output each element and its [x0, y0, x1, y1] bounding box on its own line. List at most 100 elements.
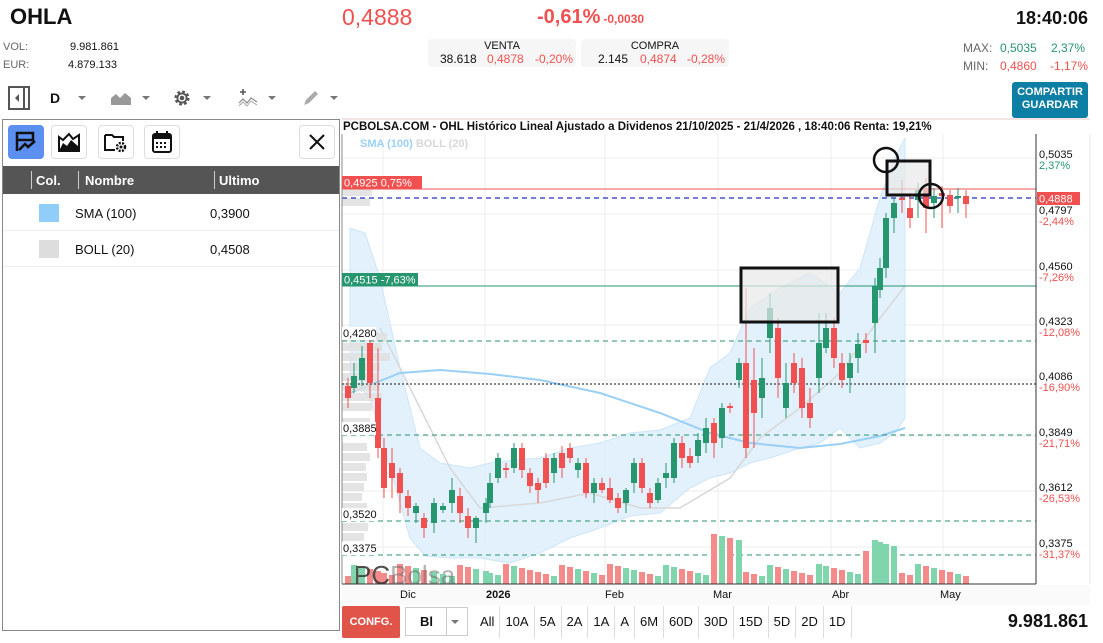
tab-calendar[interactable]: [144, 125, 180, 159]
max-pct: 2,37%: [1051, 41, 1086, 55]
change-pct: -0,61%: [537, 6, 601, 28]
svg-text:Dic: Dic: [400, 589, 416, 601]
compra-pct: -0,28%: [687, 52, 726, 66]
eur-label: EUR:: [3, 59, 30, 71]
svg-text:0,4280: 0,4280: [343, 328, 377, 340]
ticker-symbol: OHLA: [10, 4, 73, 29]
chart-select[interactable]: Bl: [405, 607, 468, 636]
venta-pct: -0,20%: [535, 52, 574, 66]
svg-text:0,4560: 0,4560: [1039, 261, 1073, 273]
min-label: MIN:: [963, 59, 989, 73]
indicator-value: 0,4508: [210, 242, 250, 257]
current-price-tag: 0,4888: [1039, 194, 1073, 206]
min-pct: -1,17%: [1050, 59, 1089, 73]
drawing-dropdown[interactable]: [302, 86, 338, 110]
close-icon: [309, 134, 325, 150]
range-5a[interactable]: 5A: [535, 606, 562, 638]
clock: 18:40:06: [1015, 8, 1088, 28]
svg-text:Abr: Abr: [832, 589, 849, 601]
compra-price: 0,4874: [640, 52, 677, 66]
pencil-icon: [304, 91, 318, 105]
range-30d[interactable]: 30D: [699, 606, 734, 638]
legend-boll[interactable]: BOLL (20): [415, 138, 469, 150]
chart-type-dropdown[interactable]: [110, 86, 150, 110]
range-15d[interactable]: 15D: [734, 606, 769, 638]
svg-text:-7,26%: -7,26%: [1039, 272, 1074, 284]
range-1d[interactable]: 1D: [824, 606, 852, 638]
range-1a[interactable]: 1A: [588, 606, 616, 638]
svg-text:0,3375: 0,3375: [343, 543, 377, 555]
config-button[interactable]: CONFG.: [342, 606, 400, 638]
indicator-name: SMA (100): [75, 206, 137, 221]
color-swatch[interactable]: [39, 240, 59, 258]
color-swatch[interactable]: [39, 204, 59, 222]
vol-value: 9.981.861: [70, 41, 119, 53]
change: -0,61% -0,0030: [537, 6, 644, 29]
compra-box: COMPRA 2.145 0,4874 -0,28%: [581, 39, 729, 67]
indicator-chart-icon: [15, 131, 36, 151]
range-2d[interactable]: 2D: [796, 606, 824, 638]
range-all[interactable]: All: [475, 606, 501, 638]
save-label: GUARDAR: [1021, 99, 1079, 111]
chart-title: PCBOLSA.COM - OHL Histórico Lineal Ajust…: [343, 121, 932, 133]
svg-text:May: May: [940, 589, 961, 601]
toggle-panel-button[interactable]: [7, 86, 31, 110]
last-price: 0,4888: [342, 4, 413, 30]
compra-qty: 2.145: [598, 52, 629, 66]
indicators-dropdown[interactable]: [238, 86, 276, 110]
indicator-name: BOLL (20): [75, 242, 135, 257]
share-save-button[interactable]: COMPARTIR GUARDAR: [1012, 82, 1088, 118]
svg-text:Feb: Feb: [605, 589, 624, 601]
settings-dropdown[interactable]: [171, 86, 211, 110]
period-dropdown[interactable]: D: [50, 86, 87, 110]
range-6m[interactable]: 6M: [635, 606, 665, 638]
svg-text:0,3520: 0,3520: [343, 509, 377, 521]
indicator-row-boll[interactable]: BOLL (20) 0,4508: [3, 231, 339, 267]
tab-chart-style[interactable]: [51, 125, 87, 159]
close-panel-button[interactable]: [299, 125, 335, 159]
area-chart-icon: [111, 93, 131, 105]
range-a[interactable]: A: [615, 606, 635, 638]
venta-label: VENTA: [484, 40, 520, 52]
svg-text:0,5035: 0,5035: [1039, 149, 1073, 161]
svg-text:2,37%: 2,37%: [1039, 160, 1070, 172]
range-5d[interactable]: 5D: [769, 606, 797, 638]
level-label-mid: 0,4515 -7,63%: [344, 275, 416, 287]
tab-indicators[interactable]: [8, 125, 44, 159]
indicator-value: 0,3900: [210, 206, 250, 221]
level-label-top: 0,4925 0,75%: [344, 178, 412, 190]
svg-text:-12,08%: -12,08%: [1039, 327, 1080, 339]
max-label: MAX:: [963, 41, 993, 55]
svg-text:-16,90%: -16,90%: [1039, 382, 1080, 394]
watermark-bolsa: Bolsa: [390, 560, 456, 590]
tab-folder-settings[interactable]: [98, 125, 134, 159]
min-value: 0,4860: [1000, 59, 1037, 73]
venta-box: VENTA 38.618 0,4878 -0,20%: [428, 39, 576, 67]
col-header-last: Ultimo: [219, 173, 260, 188]
price-chart[interactable]: 0,4925 0,75% 0,4515 -7,63% 0,4888 0,5035…: [340, 118, 1103, 606]
range-selector: All 10A 5A 2A 1A A 6M 60D 30D 15D 5D 2D 1D: [475, 606, 852, 638]
calendar-icon: [152, 131, 172, 153]
svg-text:-31,37%: -31,37%: [1039, 549, 1080, 561]
indicator-table-header: Col. Nombre Ultimo: [3, 166, 339, 194]
chart-legend: SMA (100) BOLL (20): [360, 138, 468, 150]
period-value: D: [50, 90, 61, 106]
venta-qty: 38.618: [440, 52, 477, 66]
legend-sma[interactable]: SMA (100): [360, 138, 413, 150]
svg-text:0,3849: 0,3849: [1039, 427, 1073, 439]
chevron-down-icon: [203, 96, 211, 100]
svg-text:0,4797: 0,4797: [1039, 205, 1073, 217]
svg-text:0,3885: 0,3885: [343, 423, 377, 435]
range-10a[interactable]: 10A: [500, 606, 535, 638]
indicator-row-sma[interactable]: SMA (100) 0,3900: [3, 195, 339, 231]
svg-text:PCBolsa: PCBolsa: [354, 560, 456, 590]
indicator-panel: Col. Nombre Ultimo SMA (100) 0,3900 BOLL…: [2, 119, 340, 631]
col-header-name: Nombre: [85, 173, 135, 188]
compra-label: COMPRA: [630, 40, 680, 52]
range-60d[interactable]: 60D: [664, 606, 699, 638]
range-2a[interactable]: 2A: [562, 606, 589, 638]
max-value: 0,5035: [1000, 41, 1037, 55]
chevron-down-icon: [451, 620, 459, 624]
chevron-down-icon: [142, 96, 150, 100]
folder-gear-icon: [104, 134, 127, 153]
